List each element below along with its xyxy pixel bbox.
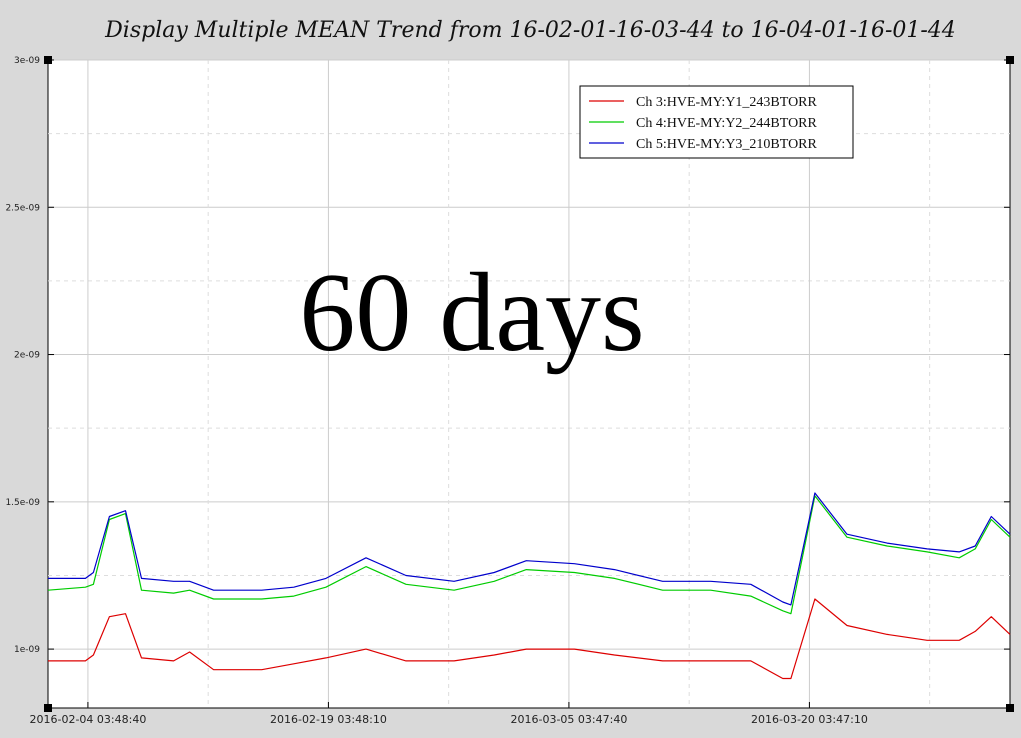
legend: Ch 3:HVE-MY:Y1_243BTORR Ch 4:HVE-MY:Y2_24… — [579, 85, 854, 159]
y-tick-label: 1e-09 — [14, 645, 40, 655]
x-tick-label: 2016-03-20 03:47:10 — [751, 713, 868, 726]
grid — [48, 59, 1010, 708]
series-lines — [47, 492, 1011, 680]
y-tick-label: 1.5e-09 — [5, 498, 40, 508]
corner-handle[interactable] — [44, 56, 52, 64]
chart-title: Display Multiple MEAN Trend from 16-02-0… — [105, 18, 956, 43]
legend-entry: Ch 4:HVE-MY:Y2_244BTORR — [636, 116, 818, 131]
series-line-2 — [47, 495, 1011, 615]
overlay-annotation: 60 days — [299, 251, 644, 375]
series-line-1 — [48, 598, 1011, 680]
plot-corner-handles[interactable] — [44, 56, 1014, 712]
legend-box — [579, 85, 854, 159]
y-tick-label: 2e-09 — [14, 351, 40, 361]
plot-area — [47, 59, 1011, 709]
corner-handle[interactable] — [1006, 56, 1014, 64]
x-tick-label: 2016-02-19 03:48:10 — [270, 713, 387, 726]
y-tick-label: 3e-09 — [14, 56, 40, 66]
corner-handle[interactable] — [1006, 704, 1014, 712]
legend-entry: Ch 3:HVE-MY:Y1_243BTORR — [636, 95, 818, 110]
x-tick-label: 2016-03-05 03:47:40 — [511, 713, 628, 726]
legend-entry: Ch 5:HVE-MY:Y3_210BTORR — [636, 137, 818, 152]
x-tick-label: 2016-02-04 03:48:40 — [30, 713, 147, 726]
corner-handle[interactable] — [44, 704, 52, 712]
series-line-3 — [48, 492, 1011, 606]
y-axis: 1e-09 1.5e-09 2e-09 2.5e-09 3e-09 — [5, 56, 1010, 655]
x-axis: 2016-02-04 03:48:40 2016-02-19 03:48:10 20… — [30, 702, 868, 726]
y-tick-label: 2.5e-09 — [5, 203, 40, 213]
